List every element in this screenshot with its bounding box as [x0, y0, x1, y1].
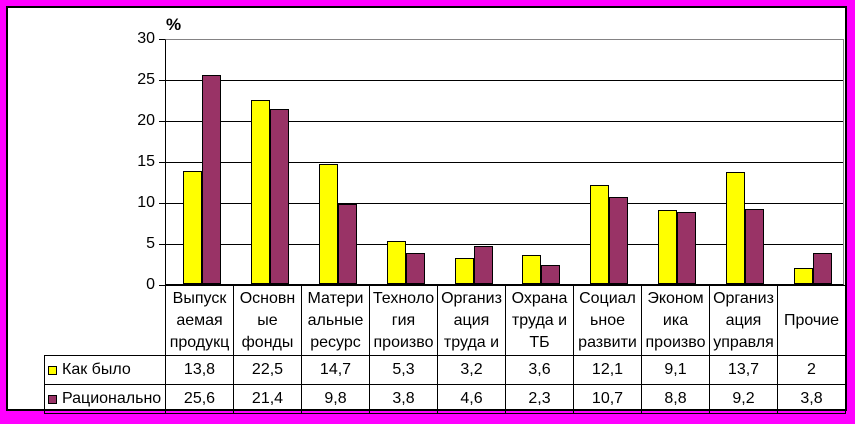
- legend-spacer-cell: [44, 285, 166, 356]
- value-cell-0-7: 9,1: [641, 355, 710, 385]
- value-cell-0-3: 5,3: [369, 355, 438, 385]
- bar-before-1: [251, 100, 270, 284]
- value-cell-1-4: 4,6: [437, 384, 506, 414]
- value-cell-0-8: 13,7: [709, 355, 778, 385]
- bar-rational-3: [406, 253, 425, 284]
- bar-rational-2: [338, 204, 357, 284]
- category-label-2: Матери альные ресурс: [301, 285, 370, 356]
- category-label-9: Прочие: [777, 285, 846, 356]
- bar-before-8: [726, 172, 745, 284]
- y-tick-mark: [159, 203, 165, 204]
- plot-area: [165, 39, 844, 285]
- bar-before-7: [658, 210, 677, 284]
- bar-before-0: [183, 171, 202, 284]
- y-axis-title: %: [166, 15, 182, 34]
- value-cell-0-2: 14,7: [301, 355, 370, 385]
- legend-item: Как было: [44, 355, 166, 385]
- legend-label: Рационально: [62, 390, 162, 407]
- gridline: [166, 80, 843, 81]
- value-cell-1-9: 3,8: [777, 384, 846, 414]
- value-cell-1-0: 25,6: [165, 384, 234, 414]
- bar-rational-6: [609, 197, 628, 284]
- y-tick-label: 0: [146, 276, 155, 293]
- legend-marker-icon: [48, 395, 57, 404]
- bar-rational-4: [474, 246, 493, 284]
- value-cell-0-6: 12,1: [573, 355, 642, 385]
- gridline: [166, 203, 843, 204]
- value-cell-0-0: 13,8: [165, 355, 234, 385]
- category-label-4: Организ ация труда и: [437, 285, 506, 356]
- data-table-grid: Выпуск аемая продукц Основн ые фонды Матер…: [44, 285, 846, 414]
- gridline: [166, 244, 843, 245]
- value-cell-0-1: 22,5: [233, 355, 302, 385]
- bar-rational-1: [270, 109, 289, 284]
- bar-before-5: [522, 255, 541, 284]
- bar-before-6: [590, 185, 609, 284]
- y-tick-mark: [159, 121, 165, 122]
- category-label-8: Организ ация управля: [709, 285, 778, 356]
- bar-before-2: [319, 164, 338, 284]
- bar-before-3: [387, 241, 406, 284]
- value-cell-0-4: 3,2: [437, 355, 506, 385]
- value-cell-0-5: 3,6: [505, 355, 574, 385]
- y-tick-label: 10: [137, 194, 155, 211]
- y-tick-mark: [159, 80, 165, 81]
- bar-before-9: [794, 268, 813, 284]
- legend-item: Рационально: [44, 384, 166, 414]
- value-cell-1-2: 9,8: [301, 384, 370, 414]
- value-cell-1-3: 3,8: [369, 384, 438, 414]
- legend-label: Как было: [62, 361, 131, 378]
- category-label-1: Основн ые фонды: [233, 285, 302, 356]
- value-cell-1-1: 21,4: [233, 384, 302, 414]
- y-tick-label: 30: [137, 30, 155, 47]
- value-cell-1-5: 2,3: [505, 384, 574, 414]
- y-tick-mark: [159, 162, 165, 163]
- legend-marker-icon: [48, 366, 57, 375]
- y-tick-label: 25: [137, 71, 155, 88]
- value-cell-1-8: 9,2: [709, 384, 778, 414]
- value-cell-1-7: 8,8: [641, 384, 710, 414]
- category-label-0: Выпуск аемая продукц: [165, 285, 234, 356]
- y-tick-label: 20: [137, 112, 155, 129]
- value-cell-1-6: 10,7: [573, 384, 642, 414]
- bar-rational-5: [541, 265, 560, 284]
- table-row-rational: Рационально 25,6 21,4 9,8 3,8 4,6 2,3 10,7 8,8 9,…: [44, 384, 846, 414]
- bar-rational-7: [677, 212, 696, 284]
- y-tick-label: 5: [146, 235, 155, 252]
- table-row-before: Как было 13,8 22,5 14,7 5,3 3,2 3,6 12,1 9,1 13,7…: [44, 355, 846, 385]
- chart-panel: % 30 25 20 15 10 5 0 Выпуск аемая продукц Основ…: [6, 6, 847, 414]
- bar-before-4: [455, 258, 474, 284]
- category-label-3: Техноло гия произво: [369, 285, 438, 356]
- value-cell-0-9: 2: [777, 355, 846, 385]
- y-tick-mark: [159, 39, 165, 40]
- category-label-5: Охрана труда и ТБ: [505, 285, 574, 356]
- bar-rational-8: [745, 209, 764, 284]
- bar-rational-0: [202, 75, 221, 284]
- category-label-6: Социал ьное развити: [573, 285, 642, 356]
- category-label-7: Эконом ика произво: [641, 285, 710, 356]
- gridline: [166, 162, 843, 163]
- y-tick-mark: [159, 244, 165, 245]
- gridline: [166, 121, 843, 122]
- y-tick-label: 15: [137, 153, 155, 170]
- data-table: Выпуск аемая продукц Основн ые фонды Матер…: [44, 285, 846, 414]
- bar-rational-9: [813, 253, 832, 284]
